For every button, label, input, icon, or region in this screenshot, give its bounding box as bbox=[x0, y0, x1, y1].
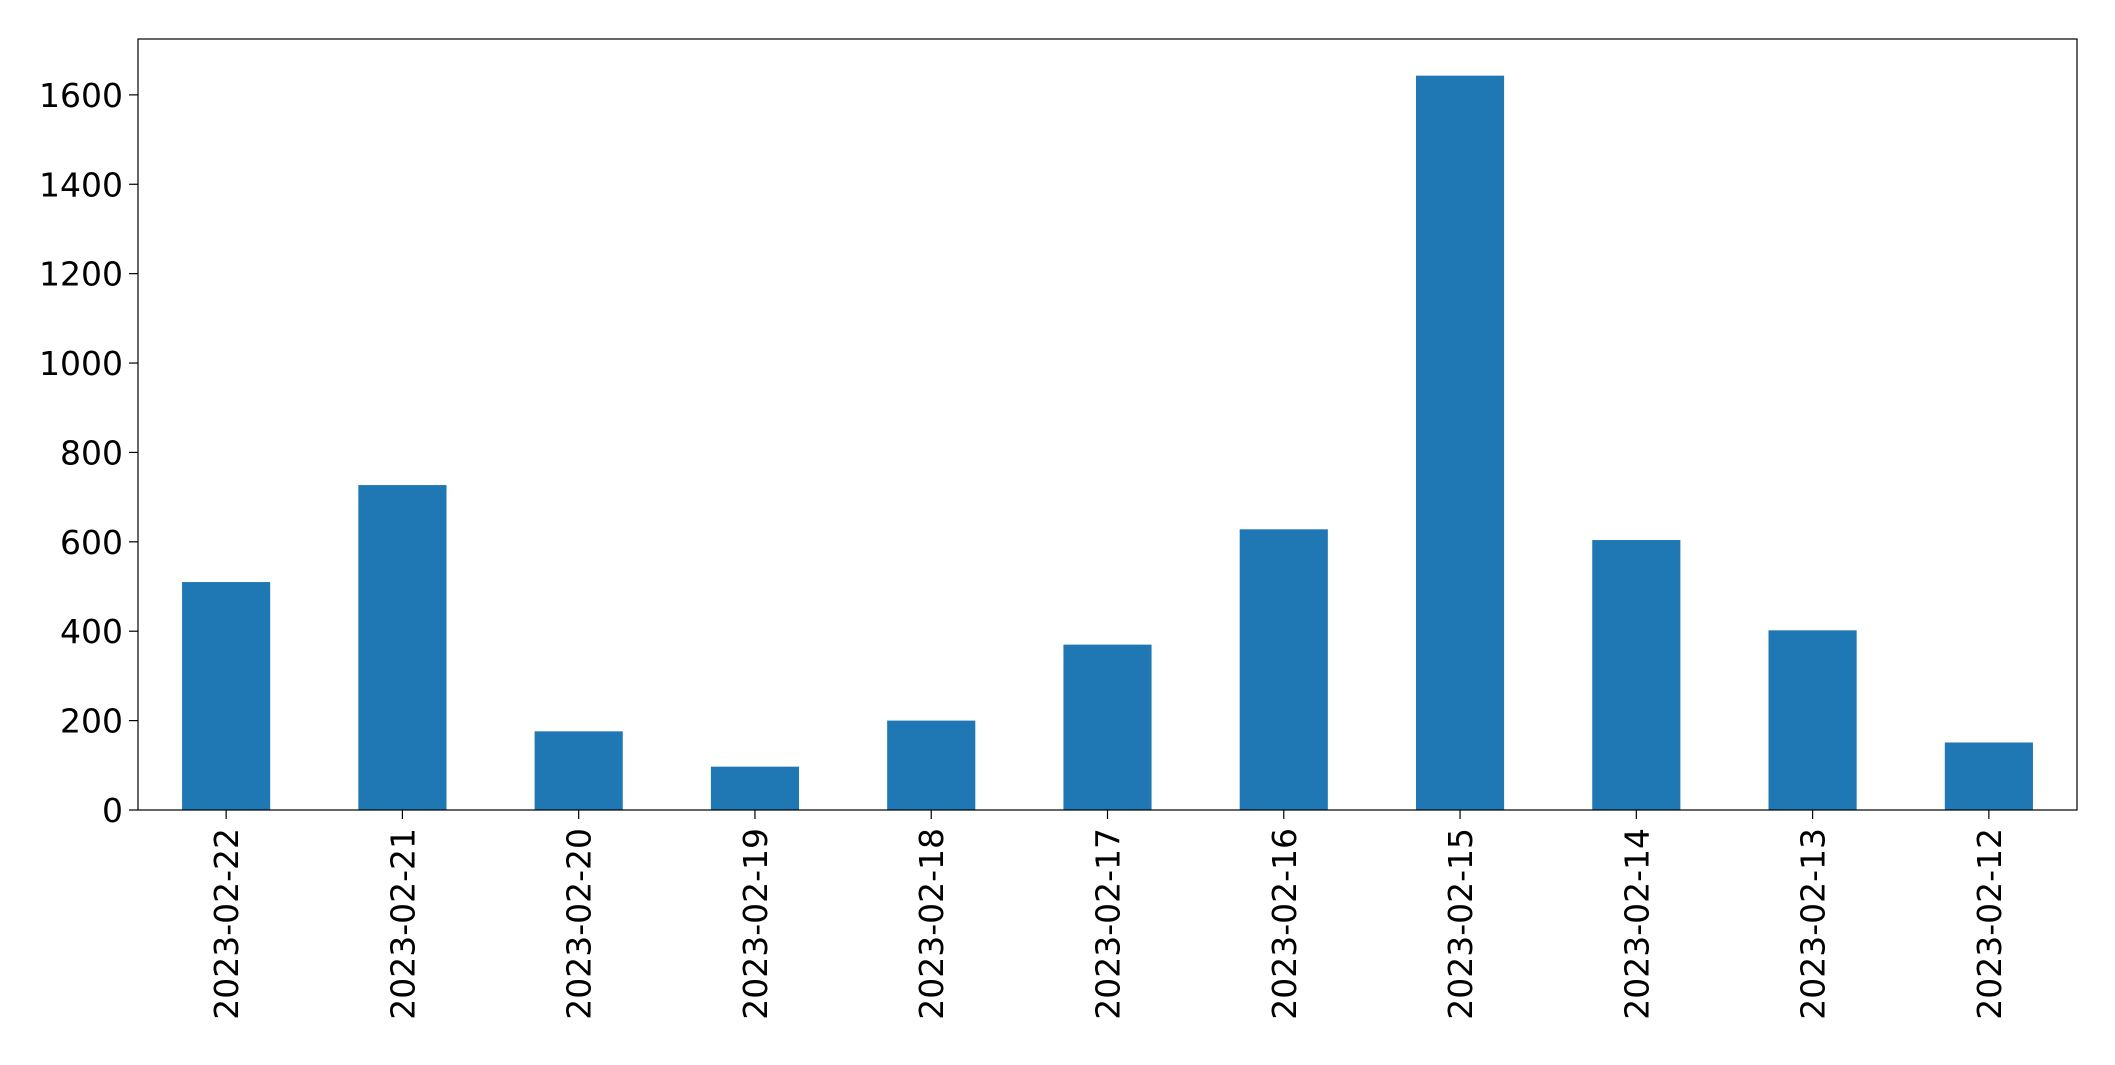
bars-layer bbox=[182, 75, 2033, 810]
bar-2023-02-13 bbox=[1768, 630, 1857, 810]
x-tick-label: 2023-02-14 bbox=[1617, 828, 1656, 1020]
bar-2023-02-21 bbox=[358, 485, 447, 810]
x-tick-label: 2023-02-19 bbox=[736, 828, 775, 1020]
y-axis: 0 200 400 600 800 1000 1200 1400 1600 bbox=[39, 76, 138, 830]
y-tick-label: 600 bbox=[60, 523, 123, 562]
bar-2023-02-18 bbox=[887, 720, 976, 810]
x-tick-label: 2023-02-16 bbox=[1265, 828, 1304, 1020]
bar-2023-02-12 bbox=[1944, 742, 2033, 810]
y-tick-label: 1000 bbox=[39, 344, 123, 383]
bar-2023-02-14 bbox=[1592, 540, 1681, 810]
x-tick-label: 2023-02-15 bbox=[1441, 828, 1480, 1020]
bar-2023-02-16 bbox=[1239, 529, 1328, 810]
x-tick-label: 2023-02-13 bbox=[1794, 828, 1833, 1020]
x-tick-label: 2023-02-17 bbox=[1089, 828, 1128, 1020]
y-tick-label: 1200 bbox=[39, 255, 123, 294]
bar-2023-02-22 bbox=[182, 582, 271, 810]
y-tick-label: 1400 bbox=[39, 165, 123, 204]
y-tick-label: 800 bbox=[60, 433, 123, 472]
x-tick-label: 2023-02-20 bbox=[560, 828, 599, 1020]
x-tick-label: 2023-02-21 bbox=[383, 828, 422, 1020]
y-tick-label: 0 bbox=[102, 791, 123, 830]
x-tick-label: 2023-02-12 bbox=[1970, 828, 2009, 1020]
bar-2023-02-19 bbox=[710, 766, 800, 810]
y-tick-label: 400 bbox=[60, 612, 123, 651]
bar-2023-02-17 bbox=[1063, 644, 1152, 810]
bar-2023-02-20 bbox=[534, 731, 623, 810]
bar-2023-02-15 bbox=[1415, 75, 1505, 810]
x-axis: 2023-02-22 2023-02-21 2023-02-20 2023-02-19… bbox=[207, 810, 2009, 1020]
x-tick-label: 2023-02-22 bbox=[207, 828, 246, 1020]
plot-frame bbox=[137, 38, 2078, 811]
y-tick-label: 1600 bbox=[39, 76, 123, 115]
y-tick-label: 200 bbox=[60, 702, 123, 741]
x-tick-label: 2023-02-18 bbox=[912, 828, 951, 1020]
